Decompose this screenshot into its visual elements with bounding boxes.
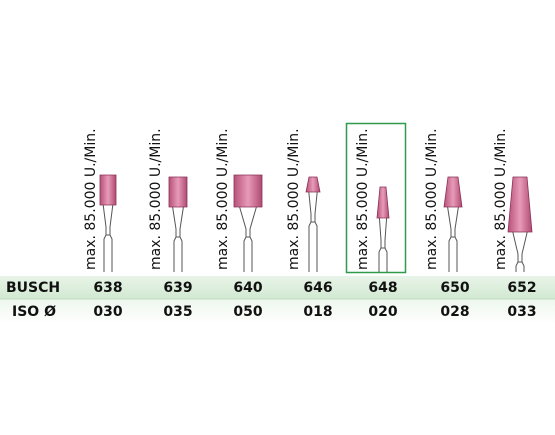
bur-head: [376, 186, 390, 219]
bur-shank: [447, 206, 459, 272]
iso-number: 030: [93, 304, 122, 320]
busch-number: 639: [163, 280, 192, 296]
busch-number: 646: [303, 280, 332, 296]
iso-number: 033: [507, 304, 536, 320]
speed-label: max. 85.000 U./Min.: [424, 128, 440, 270]
busch-number: 648: [368, 280, 397, 296]
bur-shank: [172, 206, 184, 272]
bur-shank: [102, 204, 114, 272]
bur-head: [233, 174, 263, 208]
bur-head: [99, 174, 117, 206]
speed-label: max. 85.000 U./Min.: [83, 128, 99, 270]
bur-shank: [512, 231, 528, 272]
highlight-box: [345, 122, 407, 274]
iso-row-bg: [0, 300, 555, 324]
iso-number: 018: [303, 304, 332, 320]
speed-label: max. 85.000 U./Min.: [286, 128, 302, 270]
bur-shank: [308, 191, 318, 272]
busch-number: 638: [93, 280, 122, 296]
iso-number: 050: [233, 304, 262, 320]
iso-number: 028: [440, 304, 469, 320]
bur-head: [305, 176, 321, 193]
iso-number: 035: [163, 304, 192, 320]
busch-number: 640: [233, 280, 262, 296]
row-header: BUSCH: [6, 280, 60, 296]
busch-row-bg: [0, 276, 555, 299]
bur-head: [443, 176, 463, 208]
speed-label: max. 85.000 U./Min.: [148, 128, 164, 270]
bur-head: [168, 176, 188, 208]
speed-label: max. 85.000 U./Min.: [355, 128, 371, 270]
bur-shank: [378, 217, 388, 272]
row-header: ISO Ø: [12, 304, 56, 320]
bur-head: [507, 176, 533, 233]
bur-shank: [239, 206, 257, 272]
iso-number: 020: [368, 304, 397, 320]
speed-label: max. 85.000 U./Min.: [493, 128, 509, 270]
busch-number: 650: [440, 280, 469, 296]
busch-number: 652: [507, 280, 536, 296]
speed-label: max. 85.000 U./Min.: [215, 128, 231, 270]
columns: max. 85.000 U./Min. 638 030 max. 85.000 U./…: [83, 128, 537, 320]
